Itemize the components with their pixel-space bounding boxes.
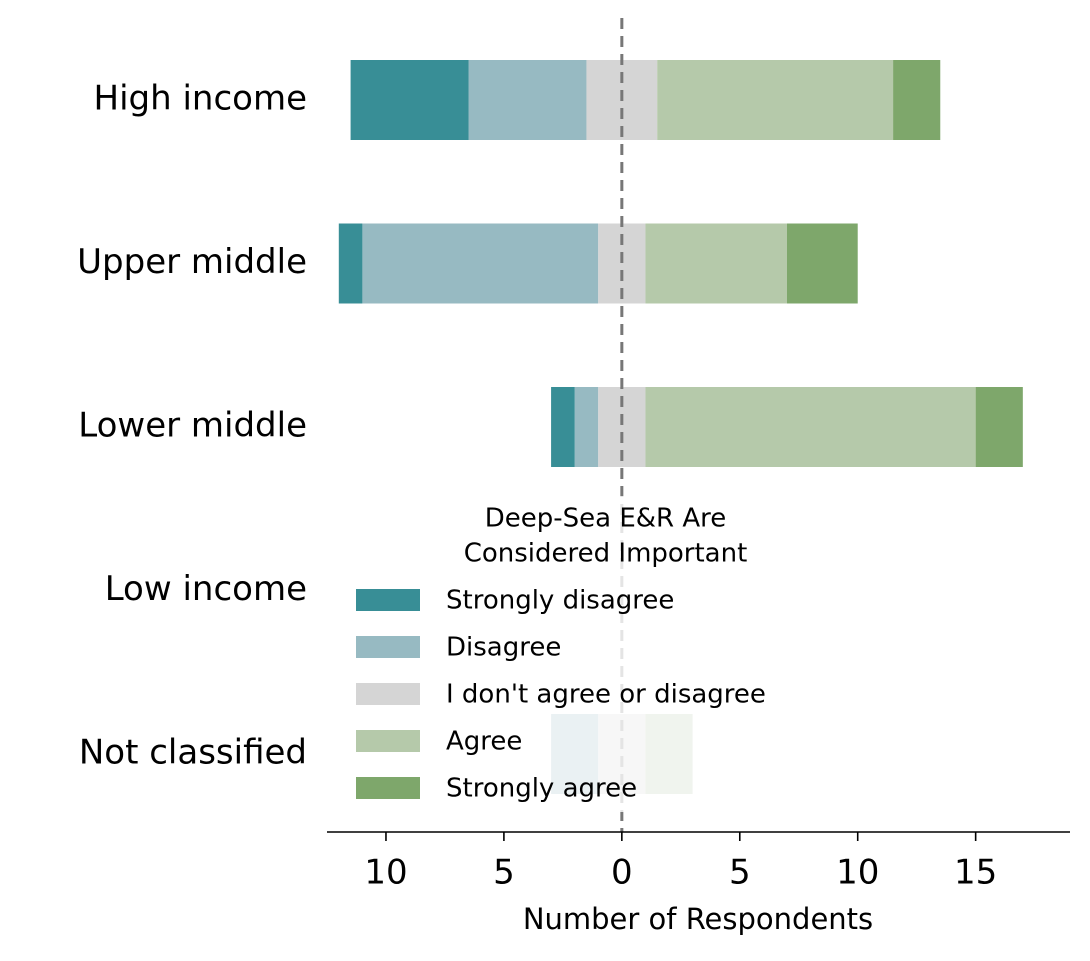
- bar-segment: [975, 387, 1023, 467]
- legend-title: Considered Important: [464, 539, 748, 569]
- category-label: Low income: [105, 569, 307, 609]
- legend-label: Strongly agree: [446, 774, 637, 804]
- x-tick-label: 10: [364, 853, 407, 893]
- bar-segment: [468, 60, 587, 140]
- category-label: Not classified: [79, 733, 307, 773]
- x-tick-label: 5: [493, 853, 515, 893]
- legend-swatch: [356, 683, 420, 705]
- bar-segment: [645, 387, 976, 467]
- bar-segment: [551, 387, 575, 467]
- legend-swatch: [356, 777, 420, 799]
- bar-segment: [362, 223, 599, 304]
- legend-swatch: [356, 636, 420, 658]
- bar-segment: [574, 387, 599, 467]
- legend-swatch: [356, 589, 420, 611]
- bar-segment: [338, 223, 363, 304]
- x-axis-label: Number of Respondents: [523, 902, 873, 936]
- legend-label: Disagree: [446, 633, 561, 663]
- legend-label: Strongly disagree: [446, 586, 674, 616]
- category-label: Lower middle: [78, 406, 307, 446]
- legend-swatch: [356, 730, 420, 752]
- category-label: High income: [94, 79, 307, 119]
- x-tick-label: 5: [729, 853, 751, 893]
- x-tick-label: 15: [954, 853, 997, 893]
- x-tick-label: 10: [836, 853, 879, 893]
- legend-label: I don't agree or disagree: [446, 680, 766, 710]
- legend-label: Agree: [446, 727, 522, 757]
- bar-segment: [786, 223, 858, 304]
- bar-segment: [657, 60, 894, 140]
- legend-title: Deep-Sea E&R Are: [485, 504, 727, 534]
- x-tick-label: 0: [611, 853, 633, 893]
- category-label: Upper middle: [77, 242, 307, 282]
- bar-segment: [645, 223, 787, 304]
- bar-segment: [350, 60, 469, 140]
- bar-segment: [893, 60, 941, 140]
- legend-background: [348, 496, 859, 812]
